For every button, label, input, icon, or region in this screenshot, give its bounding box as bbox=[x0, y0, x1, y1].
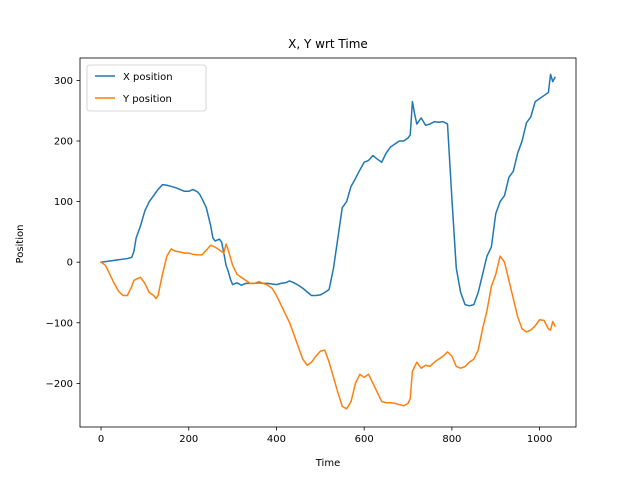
chart-title: X, Y wrt Time bbox=[288, 37, 368, 51]
plot-frame bbox=[79, 57, 577, 428]
x-tick-label: 600 bbox=[355, 434, 374, 445]
legend-entry-label: X position bbox=[123, 72, 173, 83]
y-axis-label: Position bbox=[15, 225, 26, 264]
x-axis-ticks: 0 200 400 600 800 1000 bbox=[98, 427, 552, 445]
series-layer bbox=[100, 73, 556, 410]
x-tick-label: 800 bbox=[442, 434, 461, 445]
series-line-1 bbox=[100, 73, 556, 307]
x-tick-label: 0 bbox=[98, 434, 104, 445]
series-line-2 bbox=[100, 243, 556, 410]
y-tick-label: 0 bbox=[67, 258, 73, 269]
y-tick-label: −100 bbox=[46, 318, 73, 329]
x-axis-label: Time bbox=[315, 458, 340, 469]
legend-box bbox=[86, 64, 207, 112]
y-tick-label: 200 bbox=[54, 137, 73, 148]
x-tick-label: 200 bbox=[179, 434, 198, 445]
legend-entry-label: Y position bbox=[122, 94, 172, 105]
y-axis-ticks: −200 −100 0 100 200 300 bbox=[46, 76, 80, 390]
legend: X position Y position bbox=[86, 64, 207, 112]
x-tick-label: 1000 bbox=[527, 434, 552, 445]
y-tick-label: 100 bbox=[54, 197, 73, 208]
x-tick-label: 400 bbox=[267, 434, 286, 445]
y-tick-label: −200 bbox=[46, 379, 73, 390]
y-tick-label: 300 bbox=[54, 76, 73, 87]
